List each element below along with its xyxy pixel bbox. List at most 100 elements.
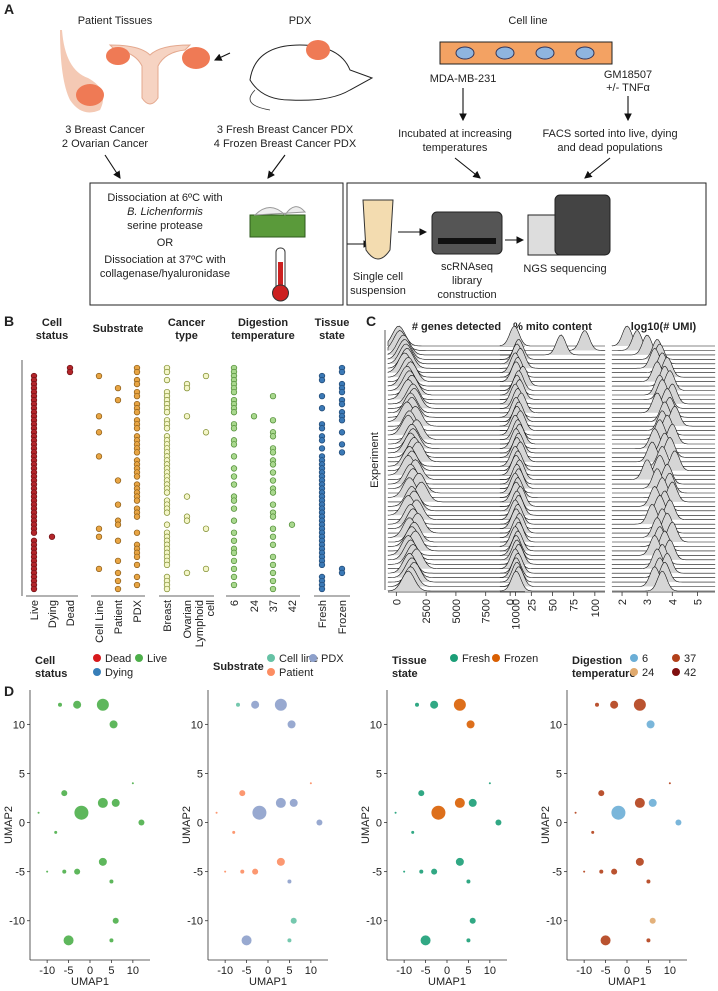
dot <box>95 453 103 460</box>
source-title: PDX <box>289 15 312 27</box>
panel-title: # genes detected <box>412 321 501 333</box>
level-label: Lymphoid <box>194 600 206 647</box>
y-tick-label: 0 <box>19 818 25 830</box>
x-tick-label: 5000 <box>451 599 463 623</box>
level-label: Ovarian <box>182 600 194 639</box>
cluster <box>611 805 626 820</box>
dot <box>338 429 346 436</box>
dot <box>95 533 103 540</box>
tumor <box>306 40 330 60</box>
cluster <box>58 702 62 707</box>
cluster <box>96 698 109 711</box>
legend-title: Substrate <box>213 661 264 673</box>
cluster <box>455 857 464 866</box>
cluster <box>74 805 89 820</box>
dot <box>230 537 238 544</box>
library-device <box>431 211 503 255</box>
y-axis-label: Experiment <box>369 432 381 488</box>
dot <box>288 521 296 528</box>
dot <box>269 525 277 532</box>
legend-label: Cell line <box>279 653 318 665</box>
legend-swatch <box>492 654 500 662</box>
x-tick-label: 7500 <box>481 599 493 623</box>
x-tick-label: -5 <box>64 965 74 977</box>
panel-label: B <box>4 313 14 329</box>
x-axis-label: UMAP1 <box>428 976 466 988</box>
cluster <box>574 811 577 814</box>
panel-label: A <box>4 1 14 17</box>
step-label: library <box>452 275 482 287</box>
text: Dissociation at 37ºC with <box>104 254 225 266</box>
x-tick-label: 10 <box>484 965 496 977</box>
y-tick-label: 10 <box>550 719 562 731</box>
dot <box>133 409 141 416</box>
legend-swatch <box>672 654 680 662</box>
x-tick-label: 10 <box>127 965 139 977</box>
cluster <box>232 830 236 834</box>
cluster <box>403 870 406 873</box>
dot <box>269 561 277 569</box>
cluster <box>600 935 611 946</box>
dot <box>163 409 171 416</box>
dot <box>338 449 346 456</box>
y-tick-label: 0 <box>197 818 203 830</box>
step-label: Single cell <box>353 271 403 283</box>
dot <box>230 517 238 524</box>
cluster <box>274 698 287 711</box>
dot <box>163 509 171 516</box>
dot <box>230 505 238 512</box>
dot <box>183 384 191 392</box>
column-title: temperature <box>231 330 295 342</box>
dot <box>202 565 210 573</box>
cluster <box>252 868 259 875</box>
cluster <box>675 819 682 826</box>
y-tick-label: 5 <box>197 768 203 780</box>
level-label: 24 <box>249 600 261 612</box>
dot <box>269 553 277 561</box>
text: collagenase/hyaluronidase <box>100 268 230 280</box>
legend-title: Cell <box>35 655 55 667</box>
cluster <box>595 702 599 707</box>
dot <box>95 429 103 436</box>
cluster <box>610 700 619 709</box>
cluster <box>453 698 466 711</box>
dot <box>230 549 238 556</box>
dot <box>114 577 122 585</box>
dot <box>318 425 326 432</box>
dot <box>338 569 346 577</box>
dissociation-box <box>89 182 344 306</box>
level-label: 37 <box>268 600 280 612</box>
x-tick-label: -10 <box>396 965 412 977</box>
density-ridge <box>611 432 716 454</box>
dot <box>318 437 326 444</box>
column-title: Cell <box>42 317 62 329</box>
y-tick-label: -5 <box>372 867 382 879</box>
dot <box>114 521 122 528</box>
cluster <box>466 720 475 729</box>
x-tick-label: -10 <box>39 965 55 977</box>
dot <box>114 501 122 508</box>
column-title: Cancer <box>168 317 206 329</box>
dot <box>230 453 238 460</box>
density-ridge <box>499 401 606 422</box>
caption: 3 Breast Cancer <box>65 124 145 136</box>
dot <box>230 409 238 416</box>
dot <box>163 368 171 376</box>
level-label: Live <box>29 600 41 620</box>
y-tick-label: -10 <box>9 916 25 928</box>
cluster <box>583 870 586 873</box>
legend-title: Tissue <box>392 655 427 667</box>
x-tick-label: 0 <box>391 599 403 605</box>
dot <box>202 525 210 532</box>
dot <box>95 372 103 380</box>
cluster <box>287 938 292 943</box>
cell-line-name: +/- TNFα <box>606 82 650 94</box>
dot <box>250 413 258 420</box>
density-ridge <box>499 379 606 400</box>
workflow-box <box>346 182 707 306</box>
density-ridge <box>499 370 606 391</box>
dot <box>95 525 103 532</box>
cluster <box>111 798 120 807</box>
legend-label: Fresh <box>462 653 490 665</box>
dot <box>230 529 238 536</box>
